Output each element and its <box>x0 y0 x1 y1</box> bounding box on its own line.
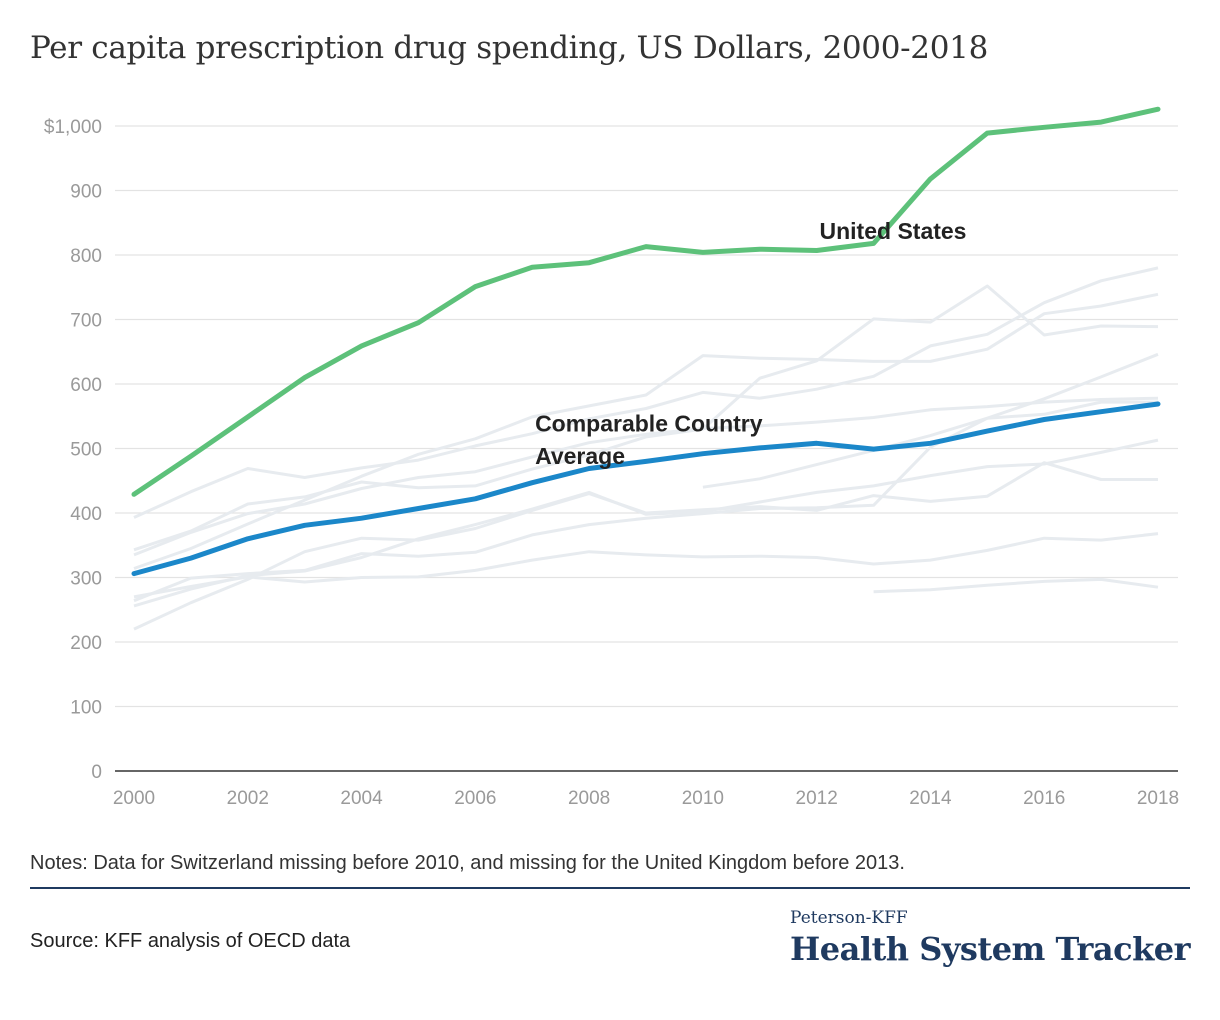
country-line <box>702 352 1159 489</box>
x-axis-ticks: 2000 2002 2004 2006 2008 2010 2012 2014 2016 2018 <box>113 788 1179 809</box>
chart-notes: Notes: Data for Switzerland missing befo… <box>30 852 905 874</box>
y-tick-label: 0 <box>91 762 102 783</box>
brand-top-text: Peterson-KFF <box>790 908 908 928</box>
chart-source: Source: KFF analysis of OECD data <box>30 930 351 952</box>
series-label: Average <box>535 443 625 469</box>
highlighted-series <box>131 106 1161 577</box>
divider-line <box>30 887 1190 889</box>
country-line <box>133 284 1159 552</box>
x-tick-label: 2006 <box>454 788 496 809</box>
united-states-line <box>131 106 1161 497</box>
country-line <box>133 532 1159 599</box>
y-axis-ticks: 0 100 200 300 400 500 600 700 800 900 $1,000 <box>44 117 102 783</box>
chart-title: Per capita prescription drug spending, U… <box>30 30 989 66</box>
brand-logo[interactable]: Peterson-KFF Health System Tracker <box>790 908 1190 968</box>
comparable-country-average-line <box>131 401 1161 577</box>
y-tick-label: $1,000 <box>44 117 102 138</box>
gridlines <box>115 125 1178 708</box>
series-label: United States <box>820 218 967 244</box>
x-tick-label: 2016 <box>1023 788 1065 809</box>
country-line <box>133 461 1158 631</box>
country-line <box>133 266 1159 519</box>
y-tick-label: 200 <box>70 633 102 654</box>
x-tick-label: 2004 <box>340 788 383 809</box>
y-tick-label: 600 <box>70 375 102 396</box>
x-tick-label: 2000 <box>113 788 155 809</box>
y-tick-label: 300 <box>70 569 102 590</box>
comparable-country-lines <box>133 266 1159 631</box>
country-line <box>133 292 1159 570</box>
brand-main-text: Health System Tracker <box>790 930 1190 968</box>
x-tick-label: 2014 <box>909 788 952 809</box>
country-line <box>873 577 1159 594</box>
y-tick-label: 100 <box>70 698 102 719</box>
y-tick-label: 500 <box>70 440 102 461</box>
x-tick-label: 2002 <box>227 788 269 809</box>
x-tick-label: 2010 <box>682 788 724 809</box>
y-tick-label: 800 <box>70 246 102 267</box>
x-tick-label: 2018 <box>1137 788 1179 809</box>
x-tick-label: 2012 <box>796 788 838 809</box>
y-tick-label: 700 <box>70 311 102 332</box>
series-label: Comparable Country <box>535 411 763 437</box>
y-tick-label: 900 <box>70 182 102 203</box>
y-tick-label: 400 <box>70 504 102 525</box>
country-line <box>133 396 1159 557</box>
series-annotations: United States Comparable Country Average <box>535 218 966 469</box>
x-tick-label: 2008 <box>568 788 610 809</box>
